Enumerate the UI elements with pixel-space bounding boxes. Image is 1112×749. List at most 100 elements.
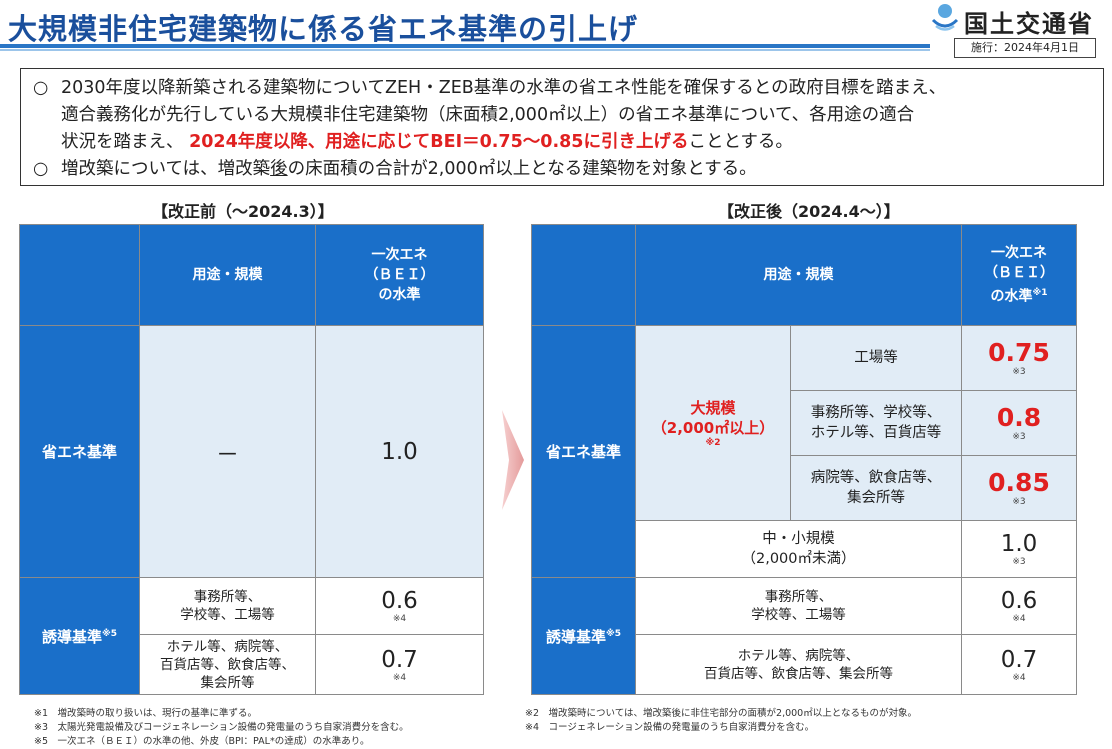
after-induced-2-use: ホテル等、病院等、 百貨店等、飲食店等、集会所等 <box>635 634 962 695</box>
mlit-emblem-icon <box>931 4 959 31</box>
summary-line-4-post: の床面積の合計が2,000㎡以上となる建築物を対象とする。 <box>287 159 757 179</box>
summary-box: ○ 2030年度以降新築される建築物についてZEH・ZEB基準の水準の省エネ性能… <box>20 68 1104 186</box>
footnote-4: ※4 コージェネレーション設備の発電量のうち自家消費分を含む。 <box>525 722 815 733</box>
before-induced-1-use-line1: 事務所等、 <box>193 589 262 605</box>
footnote-5: ※5 一次エネ（ＢＥＩ）の水準の他、外皮（BPI：PAL*の達成）の水準あり。 <box>34 736 370 747</box>
after-header-use: 用途・規模 <box>635 224 962 326</box>
after-use-office-line2: ホテル等、百貨店等 <box>810 425 942 441</box>
after-header-corner <box>531 224 636 326</box>
footnote-3: ※3 太陽光発電設備及びコージェネレーション設備の発電量のうち自家消費分を含む。 <box>34 722 409 733</box>
mlit-logo: 国土交通省 <box>930 2 1108 38</box>
before-induced-note: ※5 <box>102 628 118 639</box>
after-large-scale-line2: （2,000㎡以上） <box>651 419 775 437</box>
summary-underlined-word: 後 <box>270 159 288 179</box>
title-underline-light <box>0 49 930 51</box>
before-induced-2-use-line1: ホテル等、病院等、 <box>166 638 289 655</box>
before-row-label-induced: 誘導基準※5 <box>19 577 140 695</box>
after-induced-2-use-line1: ホテル等、病院等、 <box>737 647 860 664</box>
after-value-factory-cell: 0.75 ※3 <box>961 325 1077 391</box>
after-small-scale-ref: ※3 <box>1012 557 1026 567</box>
before-header-use: 用途・規模 <box>139 224 316 326</box>
after-large-scale-line1: 大規模 <box>690 399 736 417</box>
after-ref-office: ※3 <box>1012 432 1026 442</box>
footnote-2: ※2 増改築時については、増改築後に非住宅部分の面積が2,000㎡以上となるもの… <box>525 708 917 719</box>
before-induced-label-text: 誘導基準 <box>41 627 102 646</box>
before-section-title: 【改正前（～2024.3）】 <box>152 202 334 221</box>
after-large-scale-ref: ※2 <box>705 438 721 448</box>
after-header-bei-line1: 一次エネ <box>991 245 1047 262</box>
before-row-label-standard: 省エネ基準 <box>19 325 140 578</box>
after-value-hospital: 0.85 <box>988 468 1050 497</box>
before-standard-value: 1.0 <box>315 325 484 578</box>
before-header-bei-line2: （ＢＥＩ） <box>364 267 435 283</box>
after-small-scale-line2: （2,000㎡未満） <box>741 551 856 567</box>
after-value-office-cell: 0.8 ※3 <box>961 390 1077 456</box>
before-header-corner <box>19 224 140 326</box>
after-induced-1-use-line1: 事務所等、 <box>764 589 833 605</box>
after-section-title: 【改正後（2024.4～）】 <box>718 202 900 221</box>
before-induced-1-use: 事務所等、 学校等、工場等 <box>139 577 316 635</box>
summary-line-1: 2030年度以降新築される建築物についてZEH・ZEB基準の水準の省エネ性能を確… <box>61 78 947 98</box>
after-small-scale-value-cell: 1.0 ※3 <box>961 520 1077 578</box>
before-induced-1-value: 0.6 <box>381 588 418 614</box>
after-induced-2-use-line2: 百貨店等、飲食店等、集会所等 <box>704 665 893 682</box>
after-ref-hospital: ※3 <box>1012 497 1026 507</box>
after-induced-2-value-cell: 0.7 ※4 <box>961 634 1077 695</box>
after-large-scale-cell: 大規模 （2,000㎡以上） ※2 <box>635 325 791 521</box>
logo-text: 国土交通省 <box>964 10 1094 38</box>
effective-date-badge: 施行：2024年4月1日 <box>954 38 1096 58</box>
page-title: 大規模非住宅建築物に係る省エネ基準の引上げ <box>8 12 639 46</box>
after-value-factory: 0.75 <box>988 338 1050 367</box>
before-induced-2-value: 0.7 <box>381 646 418 673</box>
before-induced-2-value-cell: 0.7 ※4 <box>315 634 484 695</box>
circle-bullet-icon: ○ <box>33 159 49 179</box>
after-induced-2-ref: ※4 <box>1012 672 1026 683</box>
summary-line-4: 増改築については、増改築後の床面積の合計が2,000㎡以上となる建築物を対象とす… <box>61 156 757 183</box>
before-induced-1-value-cell: 0.6 ※4 <box>315 577 484 635</box>
before-header-bei-line1: 一次エネ <box>371 247 428 263</box>
after-header-bei-line3-text: の水準 <box>990 288 1033 305</box>
after-induced-1-use: 事務所等、 学校等、工場等 <box>635 577 962 635</box>
transition-arrow-icon <box>502 410 524 510</box>
after-induced-1-ref: ※4 <box>1012 614 1026 624</box>
before-table: 用途・規模 一次エネ （ＢＥＩ） の水準 省エネ基準 － 1.0 誘導基準※5 … <box>19 224 484 695</box>
circle-bullet-icon: ○ <box>33 78 49 98</box>
title-underline <box>0 44 930 48</box>
after-induced-1-value-cell: 0.6 ※4 <box>961 577 1077 635</box>
after-value-hospital-cell: 0.85 ※3 <box>961 455 1077 521</box>
after-table: 用途・規模 一次エネ （ＢＥＩ） の水準※1 省エネ基準 大規模 （2,000㎡… <box>531 224 1077 695</box>
summary-line-3-pre: 状況を踏まえ、 <box>61 132 184 152</box>
after-small-scale-value: 1.0 <box>1000 531 1038 557</box>
before-standard-use: － <box>139 325 316 578</box>
summary-bullet-2: ○ 増改築については、増改築後の床面積の合計が2,000㎡以上となる建築物を対象… <box>33 156 1093 183</box>
after-row-label-standard: 省エネ基準 <box>531 325 636 578</box>
before-induced-1-ref: ※4 <box>392 614 407 624</box>
summary-line-3-post: こととする。 <box>688 132 793 152</box>
after-use-hospital: 病院等、飲食店等、 集会所等 <box>790 455 962 521</box>
footnote-1: ※1 増改築時の取り扱いは、現行の基準に準ずる。 <box>34 708 258 719</box>
summary-line-2: 適合義務化が先行している大規模非住宅建築物（床面積2,000㎡以上）の省エネ基準… <box>61 105 915 125</box>
before-header-bei-line3: の水準 <box>378 287 421 303</box>
summary-line-4-pre: 増改築については、増改築 <box>61 159 271 179</box>
after-use-hospital-line1: 病院等、飲食店等、 <box>810 470 942 486</box>
after-header-bei-line3: の水準※1 <box>964 283 1074 307</box>
after-value-office: 0.8 <box>996 403 1042 432</box>
before-induced-2-ref: ※4 <box>392 672 407 683</box>
before-header-bei: 一次エネ （ＢＥＩ） の水準 <box>315 224 484 326</box>
before-induced-1-use-line2: 学校等、工場等 <box>180 607 275 623</box>
after-header-bei-note: ※1 <box>1032 288 1048 299</box>
after-induced-1-use-line2: 学校等、工場等 <box>751 607 846 623</box>
summary-line-3: 状況を踏まえ、 2024年度以降、用途に応じてBEI＝0.75～0.85に引き上… <box>61 129 793 156</box>
after-use-office-line1: 事務所等、学校等、 <box>810 405 942 421</box>
after-use-factory: 工場等 <box>790 325 962 391</box>
after-induced-label-text: 誘導基準 <box>545 627 606 646</box>
after-header-bei-line2: （ＢＥＩ） <box>984 265 1054 282</box>
summary-highlight: 2024年度以降、用途に応じてBEI＝0.75～0.85に引き上げる <box>189 132 689 152</box>
summary-bullet-1: ○ 2030年度以降新築される建築物についてZEH・ZEB基準の水準の省エネ性能… <box>33 75 1093 156</box>
after-use-hospital-line2: 集会所等 <box>847 490 905 506</box>
after-use-office: 事務所等、学校等、 ホテル等、百貨店等 <box>790 390 962 456</box>
before-induced-2-use-line2: 百貨店等、飲食店等、 <box>160 656 295 673</box>
after-induced-2-value: 0.7 <box>1000 646 1038 673</box>
after-row-label-induced: 誘導基準※5 <box>531 577 636 695</box>
before-induced-2-use-line3: 集会所等 <box>200 674 255 691</box>
